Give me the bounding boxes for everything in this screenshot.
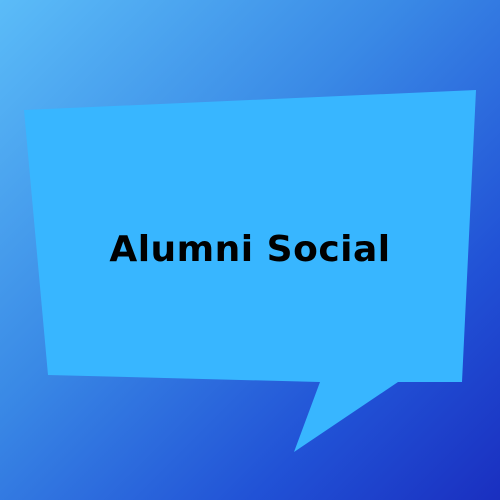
speech-bubble-shape bbox=[24, 90, 476, 452]
bubble-title: Alumni Social bbox=[109, 229, 391, 270]
